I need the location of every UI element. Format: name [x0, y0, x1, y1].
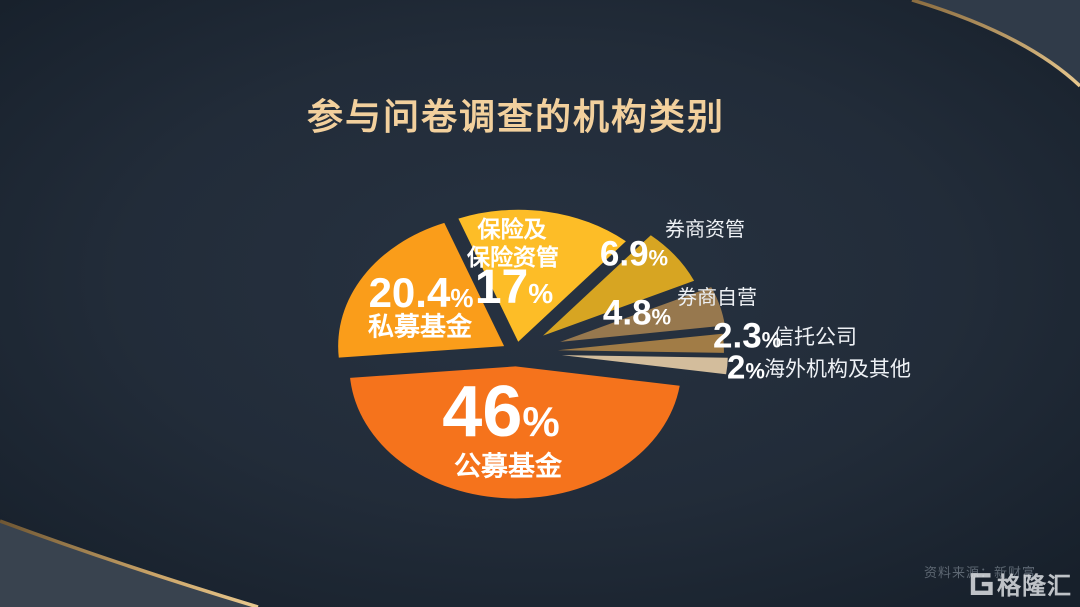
slice-value-public-funds: 46% [442, 372, 560, 452]
slice-value-broker-am: 6.9% [599, 234, 669, 274]
slice-label-insurance-line2: 保险资管 [467, 244, 559, 270]
source-note: 资料来源：新财富 [923, 565, 1036, 580]
gold-curve-bottom-left [0, 519, 259, 607]
chart-title: 参与问卷调查的机构类别 [306, 96, 726, 137]
slice-value-number: 2 [727, 348, 746, 386]
pie-slice-6 [557, 333, 724, 353]
gelonghui-logo-icon [970, 572, 993, 595]
pie-slice-3 [458, 209, 626, 342]
gold-curve-top-right [911, 0, 1080, 88]
pie-slice-1 [350, 366, 680, 499]
slice-value-private-funds: 20.4% [368, 269, 474, 316]
corner-panel-bottom-left [0, 521, 258, 607]
slice-value-overseas: 2% [727, 348, 765, 386]
slice-label-private-funds: 私募基金 [367, 311, 473, 342]
slice-value-number: 2.3 [713, 316, 762, 356]
slice-label-broker-prop: 券商自营 [677, 287, 757, 309]
slice-value-insurance: 17% [474, 261, 554, 314]
pie-slice-4 [543, 235, 695, 336]
slice-label-overseas: 海外机构及其他 [764, 358, 911, 381]
pie-slice-7 [561, 355, 728, 375]
slice-label-broker-am: 券商资管 [665, 219, 745, 241]
slice-value-number: 20.4 [368, 269, 451, 316]
slice-value-number: 4.8 [602, 293, 652, 333]
slice-label-public-funds: 公募基金 [454, 451, 562, 482]
slice-label-insurance-line1: 保险及 [477, 216, 547, 242]
corner-panel-top-right [912, 0, 1080, 86]
slice-value-broker-prop: 4.8% [602, 293, 672, 333]
watermark-logo: 格隆汇 [966, 566, 1072, 601]
slice-value-number: 17 [474, 261, 529, 314]
slice-value-trust: 2.3% [713, 316, 782, 356]
slice-value-number: 6.9 [599, 234, 649, 274]
watermark-text: 格隆汇 [997, 573, 1072, 600]
slice-value-number: 46 [442, 372, 523, 452]
pie-slice-5 [560, 287, 725, 342]
pie-slice-2 [338, 222, 505, 358]
slice-label-trust: 信托公司 [773, 326, 857, 349]
